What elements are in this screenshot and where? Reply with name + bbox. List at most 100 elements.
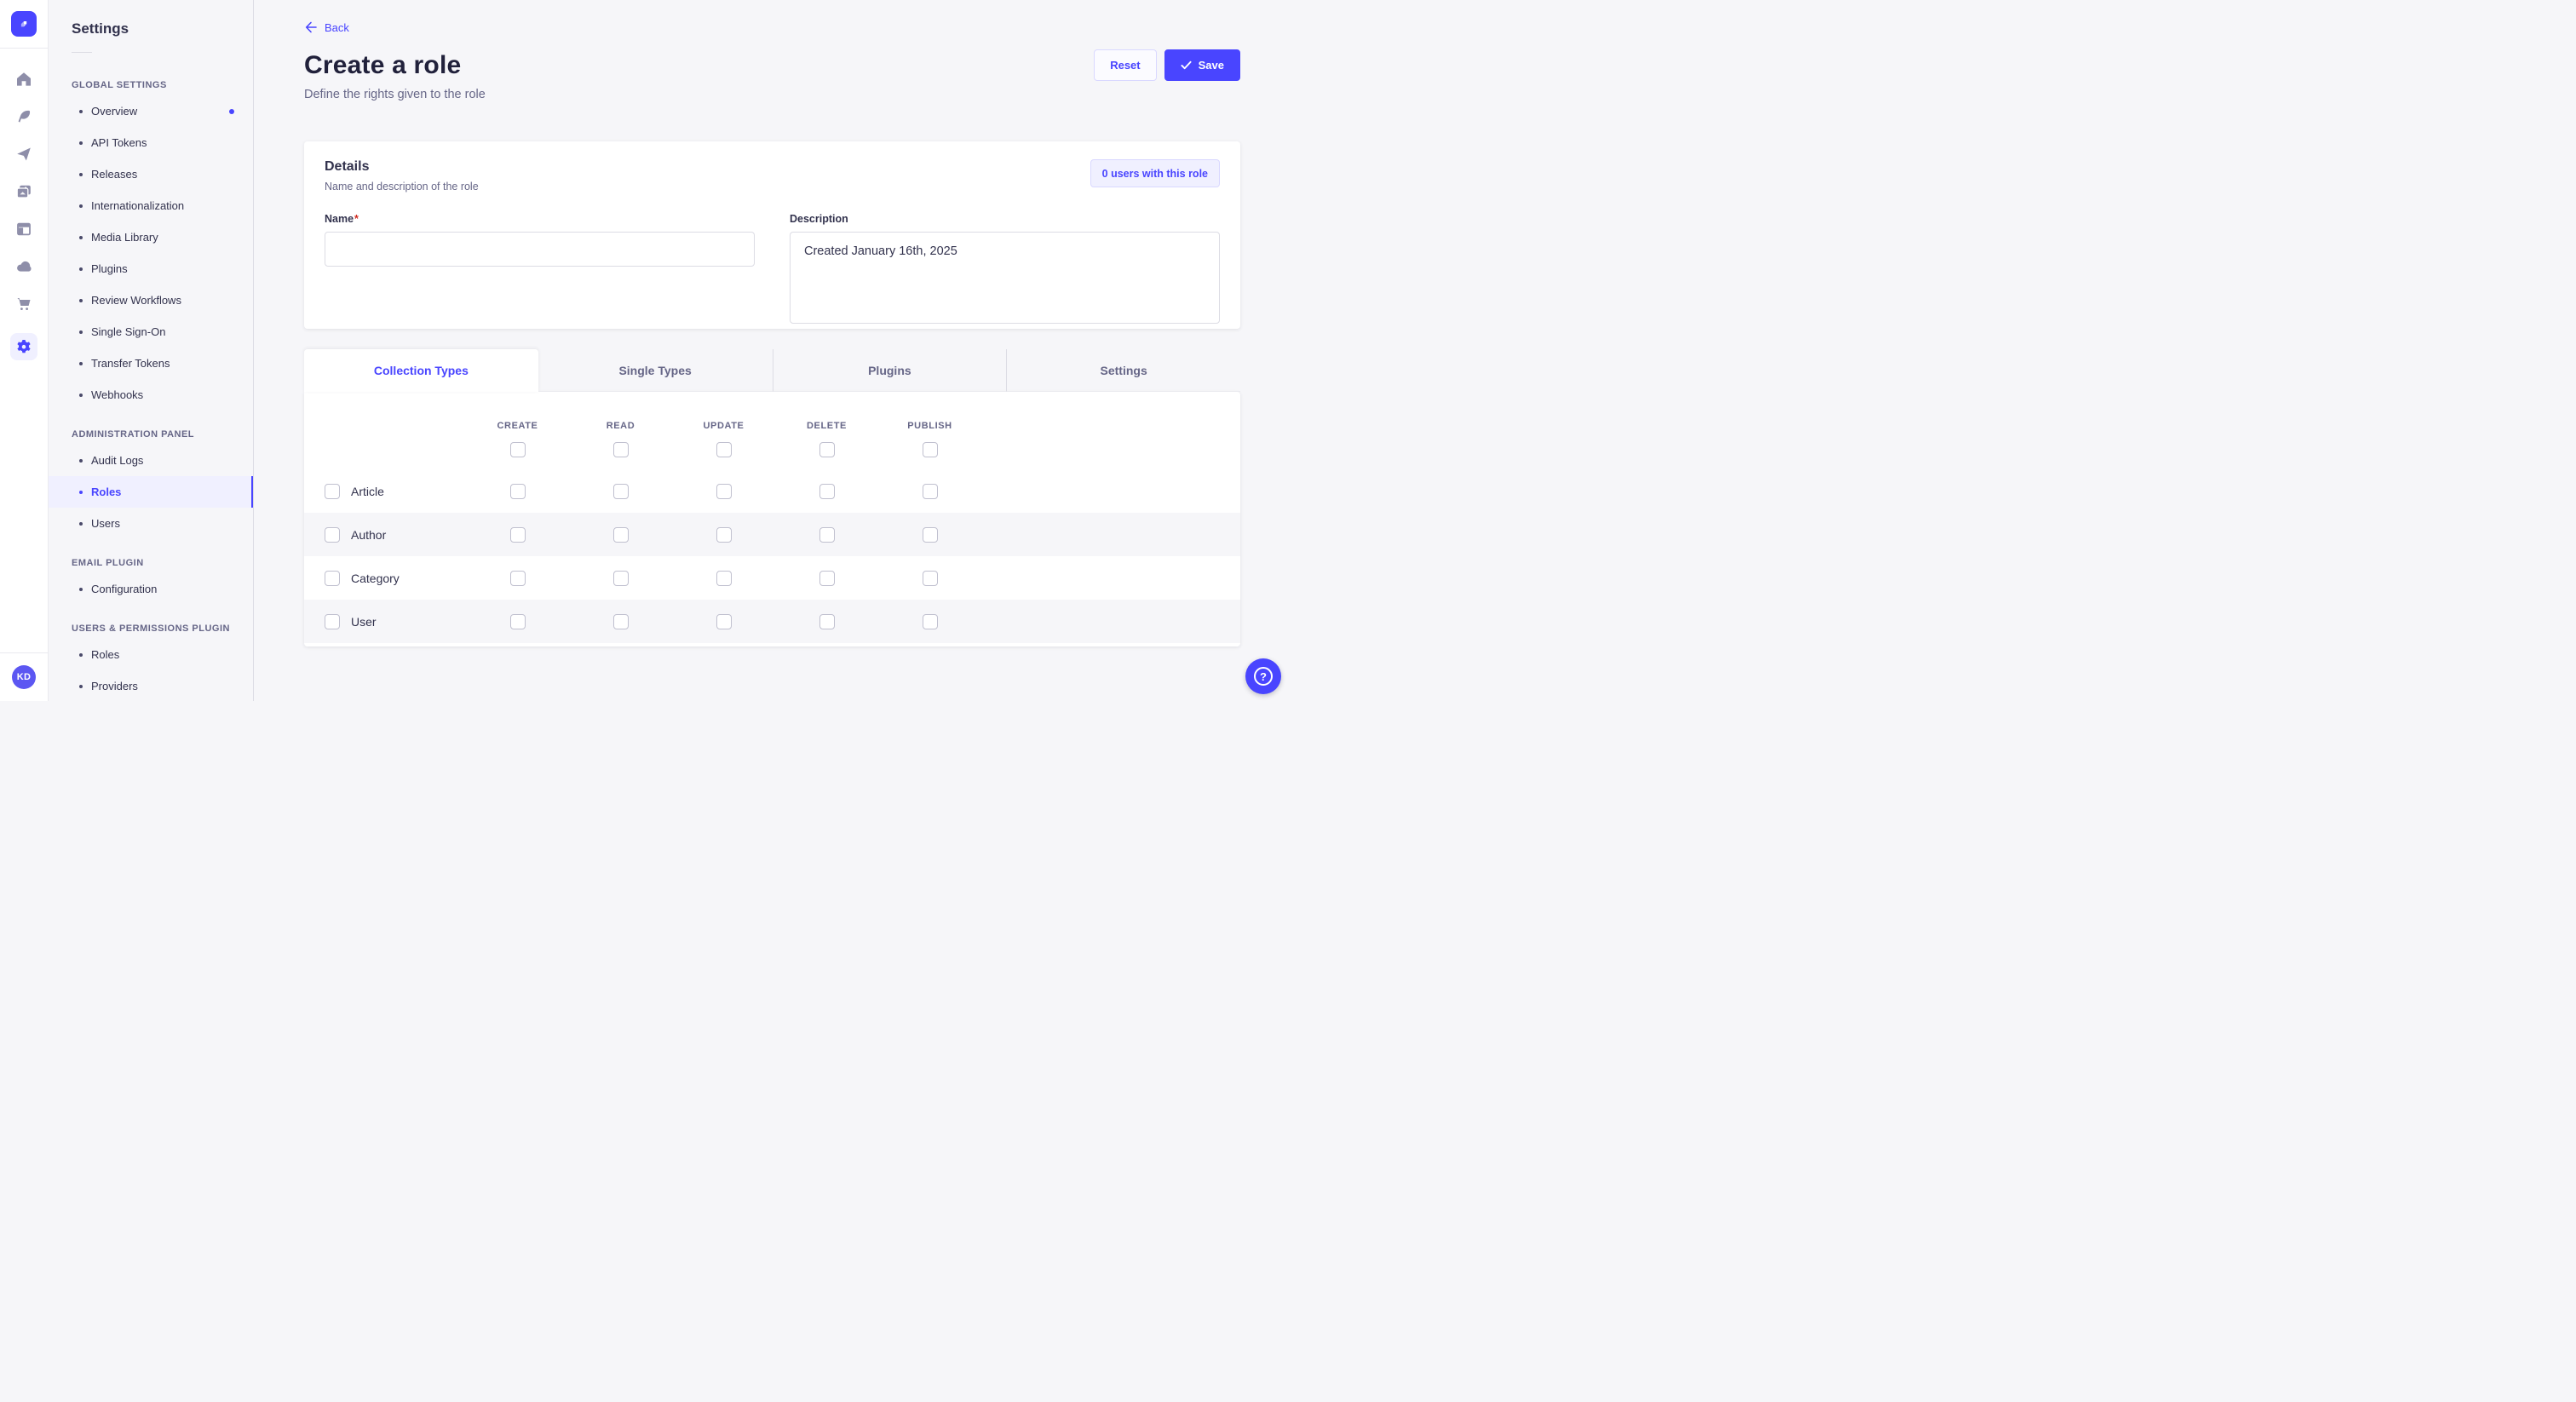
sidebar-item-single-sign-on[interactable]: Single Sign-On — [49, 316, 253, 348]
article-publish-checkbox[interactable] — [922, 483, 938, 499]
user-delete-checkbox[interactable] — [819, 613, 835, 629]
sidebar-item-overview[interactable]: Overview — [49, 95, 253, 127]
description-field-group: Description Created January 16th, 2025 — [790, 211, 1220, 328]
category-read-checkbox[interactable] — [612, 570, 629, 586]
author-delete-checkbox[interactable] — [819, 526, 835, 543]
page-title: Create a role — [304, 51, 462, 79]
sidebar-item-label: Users — [91, 517, 120, 530]
sidebar-item-media-library[interactable]: Media Library — [49, 221, 253, 253]
article-delete-checkbox[interactable] — [819, 483, 835, 499]
row-select-checkbox[interactable] — [325, 526, 340, 543]
select-all-delete-checkbox[interactable] — [819, 442, 835, 457]
section-label: ADMINISTRATION PANEL — [72, 429, 195, 440]
details-subtitle: Name and description of the role — [325, 181, 479, 192]
rail-nav — [10, 71, 37, 360]
category-create-checkbox[interactable] — [509, 570, 526, 586]
settings-sidebar: Settings GLOBAL SETTINGS Overview API To… — [49, 0, 254, 701]
row-select-checkbox[interactable] — [325, 613, 340, 629]
notification-dot-icon — [229, 108, 234, 114]
column-read: READ — [569, 421, 672, 457]
sidebar-item-label: Plugins — [91, 262, 128, 275]
column-update: UPDATE — [672, 421, 775, 457]
icon-rail: KD — [0, 0, 49, 701]
category-update-checkbox[interactable] — [716, 570, 732, 586]
row-name-cell: User — [304, 613, 466, 629]
tab-single-types[interactable]: Single Types — [538, 349, 773, 392]
sidebar-item-releases[interactable]: Releases — [49, 158, 253, 190]
sidebar-item-label: Overview — [91, 105, 138, 118]
author-update-checkbox[interactable] — [716, 526, 732, 543]
column-label: PUBLISH — [907, 421, 952, 431]
article-create-checkbox[interactable] — [509, 483, 526, 499]
author-create-checkbox[interactable] — [509, 526, 526, 543]
section-global-settings: GLOBAL SETTINGS Overview API Tokens Rele… — [49, 70, 253, 411]
sidebar-item-users[interactable]: Users — [49, 508, 253, 539]
header-actions: Reset Save — [1094, 49, 1240, 81]
bullet-icon — [79, 141, 83, 145]
sidebar-item-internationalization[interactable]: Internationalization — [49, 190, 253, 221]
user-read-checkbox[interactable] — [612, 613, 629, 629]
bullet-icon — [79, 521, 83, 526]
bullet-icon — [79, 109, 83, 113]
sidebar-item-transfer-tokens[interactable]: Transfer Tokens — [49, 348, 253, 379]
strapi-logo[interactable] — [11, 11, 37, 37]
user-update-checkbox[interactable] — [716, 613, 732, 629]
user-create-checkbox[interactable] — [509, 613, 526, 629]
table-row-article: Article — [304, 469, 1240, 513]
home-icon[interactable] — [15, 71, 32, 88]
tab-plugins[interactable]: Plugins — [772, 349, 1007, 392]
help-button[interactable]: ? — [1245, 658, 1281, 694]
name-field-group: Name* — [325, 211, 755, 328]
sidebar-item-roles-up[interactable]: Roles — [49, 639, 253, 670]
media-gallery-icon[interactable] — [15, 183, 32, 200]
article-read-checkbox[interactable] — [612, 483, 629, 499]
select-all-publish-checkbox[interactable] — [922, 442, 938, 457]
category-publish-checkbox[interactable] — [922, 570, 938, 586]
row-select-checkbox[interactable] — [325, 483, 340, 499]
bullet-icon — [79, 172, 83, 176]
sidebar-item-webhooks[interactable]: Webhooks — [49, 379, 253, 411]
sidebar-item-audit-logs[interactable]: Audit Logs — [49, 445, 253, 476]
sidebar-item-roles-admin[interactable]: Roles — [49, 476, 253, 508]
author-read-checkbox[interactable] — [612, 526, 629, 543]
tab-collection-types[interactable]: Collection Types — [304, 349, 538, 392]
row-select-checkbox[interactable] — [325, 570, 340, 586]
sidebar-item-review-workflows[interactable]: Review Workflows — [49, 284, 253, 316]
users-with-role-button[interactable]: 0 users with this role — [1090, 159, 1220, 187]
user-publish-checkbox[interactable] — [922, 613, 938, 629]
details-fields: Name* Description Created January 16th, … — [325, 211, 1220, 328]
sidebar-item-label: Transfer Tokens — [91, 357, 170, 370]
tab-settings[interactable]: Settings — [1006, 349, 1240, 392]
row-name-cell: Author — [304, 526, 466, 543]
shopping-cart-icon[interactable] — [15, 296, 32, 313]
user-avatar[interactable]: KD — [12, 665, 36, 689]
sidebar-item-configuration[interactable]: Configuration — [49, 573, 253, 605]
section-label: GLOBAL SETTINGS — [72, 80, 167, 90]
reset-button[interactable]: Reset — [1094, 49, 1157, 81]
back-link[interactable]: Back — [304, 20, 349, 34]
select-all-update-checkbox[interactable] — [716, 442, 732, 457]
bullet-icon — [79, 684, 83, 688]
page-subtitle: Define the rights given to the role — [304, 88, 486, 101]
article-update-checkbox[interactable] — [716, 483, 732, 499]
layout-panel-icon[interactable] — [15, 221, 32, 238]
sidebar-item-api-tokens[interactable]: API Tokens — [49, 127, 253, 158]
sidebar-item-label: Providers — [91, 680, 138, 692]
back-label: Back — [325, 20, 349, 34]
logo-box — [0, 0, 48, 49]
settings-gear-active[interactable] — [10, 333, 37, 360]
bullet-icon — [79, 330, 83, 334]
cloud-icon[interactable] — [15, 258, 32, 275]
author-publish-checkbox[interactable] — [922, 526, 938, 543]
description-textarea[interactable]: Created January 16th, 2025 — [790, 232, 1220, 324]
feather-pen-icon[interactable] — [15, 108, 32, 125]
select-all-create-checkbox[interactable] — [509, 442, 526, 457]
sidebar-item-plugins[interactable]: Plugins — [49, 253, 253, 284]
name-input[interactable] — [325, 232, 755, 267]
select-all-read-checkbox[interactable] — [612, 442, 629, 457]
sidebar-item-label: Roles — [91, 486, 122, 498]
paper-plane-icon[interactable] — [15, 146, 32, 163]
save-button[interactable]: Save — [1164, 49, 1240, 81]
category-delete-checkbox[interactable] — [819, 570, 835, 586]
sidebar-item-providers[interactable]: Providers — [49, 670, 253, 701]
